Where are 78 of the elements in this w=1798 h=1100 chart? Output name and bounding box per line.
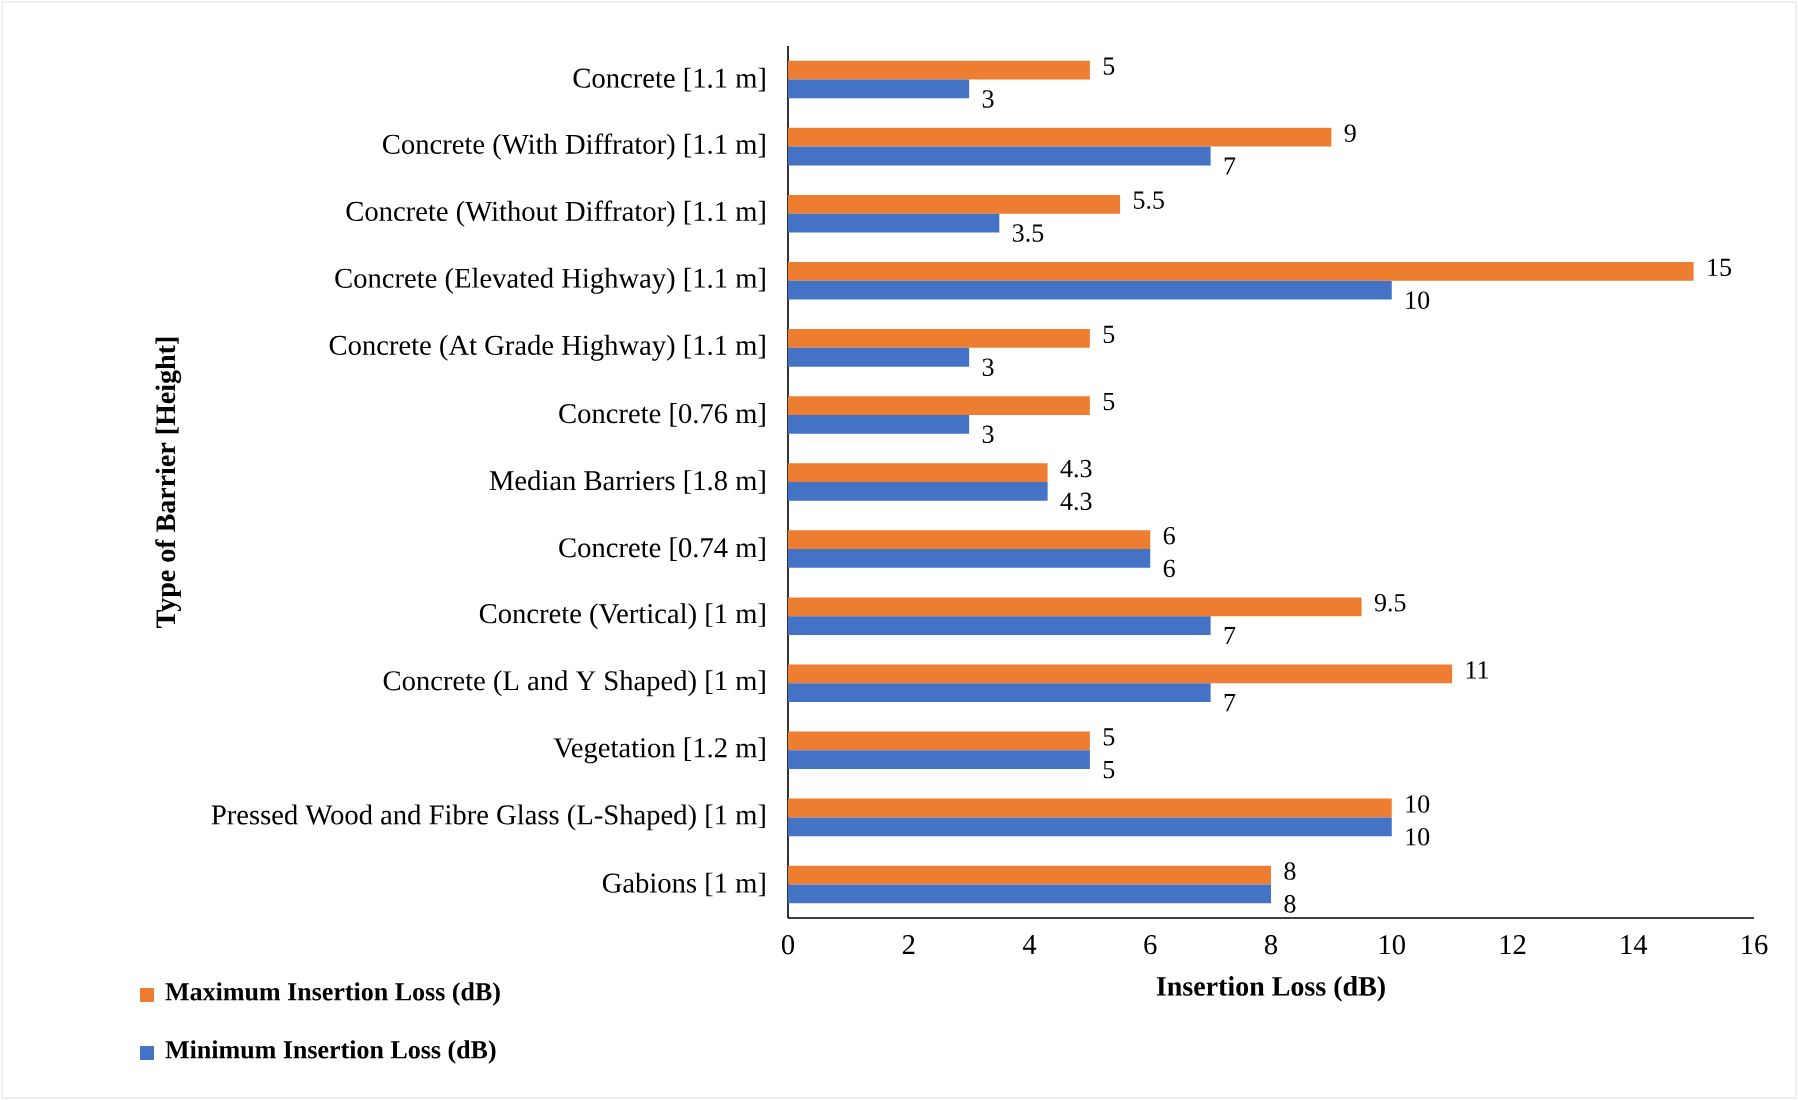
x-tick-label: 10 (1379, 935, 1405, 955)
data-label: 10 (1406, 828, 1430, 846)
bar (788, 396, 1090, 415)
data-label: 3 (982, 425, 994, 444)
data-label: 5 (1103, 761, 1115, 779)
data-label: 5 (1103, 57, 1115, 75)
data-label: 10 (1406, 795, 1430, 813)
data-label: 5 (1103, 325, 1115, 344)
data-label: 3 (982, 358, 994, 376)
data-label: 4.3 (1060, 492, 1092, 511)
x-tick-label: 12 (1500, 935, 1526, 955)
x-tick-label: 16 (1742, 935, 1768, 955)
bar (788, 597, 1362, 617)
data-label: 6 (1163, 559, 1175, 578)
data-label: 5 (1103, 728, 1115, 746)
data-label: 4.3 (1060, 459, 1092, 478)
bar (788, 463, 1048, 483)
data-label: 9 (1344, 124, 1356, 142)
data-label: 5.5 (1133, 191, 1164, 210)
bar (788, 616, 1211, 635)
bar (788, 79, 970, 99)
data-label: 10 (1406, 291, 1430, 309)
y-axis-title: Type of Barrier [Height] (155, 337, 182, 628)
bar (788, 731, 1090, 751)
bar (788, 683, 1211, 703)
y-tick-label: Concrete (Vertical) [1 m] (479, 603, 765, 630)
x-tick-label: 0 (781, 935, 795, 955)
bar (788, 262, 1694, 281)
x-axis-title: Insertion Loss (dB) (1156, 976, 1385, 1002)
data-label: 7 (1224, 694, 1236, 712)
bar (788, 798, 1392, 818)
data-label: 3 (982, 90, 994, 108)
data-label: 7 (1224, 157, 1236, 175)
y-tick-label: Concrete [1.1 m] (573, 67, 765, 92)
y-tick-label: Concrete [0.76 m] (559, 403, 765, 427)
y-tick-label: Concrete (With Diffrator) [1.1 m] (383, 133, 765, 160)
bar (788, 530, 1151, 550)
y-tick-label: Concrete (Without Diffrator) [1.1 m] (346, 200, 765, 227)
bar (788, 750, 1090, 770)
bar (788, 482, 1048, 501)
data-label: 6 (1163, 526, 1175, 545)
bar (788, 127, 1332, 147)
data-label: 15 (1708, 258, 1732, 277)
legend-label: Minimum Insertion Loss (dB) (165, 1040, 496, 1064)
y-tick-label: Concrete [0.74 m] (559, 537, 765, 561)
x-tick-label: 6 (1144, 935, 1157, 955)
data-label: 8 (1284, 862, 1296, 880)
bar (788, 213, 1000, 233)
x-tick-label: 2 (902, 935, 915, 955)
bar (788, 60, 1090, 80)
data-label: 9.5 (1374, 593, 1406, 612)
y-tick-label: Median Barriers [1.8 m] (489, 470, 765, 494)
bar (788, 414, 970, 434)
bar (788, 865, 1271, 885)
y-tick-label: Vegetation [1.2 m] (553, 737, 765, 764)
bar (788, 280, 1392, 300)
bar (788, 884, 1271, 904)
x-tick-label: 14 (1621, 935, 1648, 954)
data-label: 8 (1284, 895, 1296, 913)
bar (788, 817, 1392, 837)
bar (788, 664, 1453, 684)
y-tick-label: Concrete (Elevated Highway) [1.1 m] (335, 267, 765, 294)
bar (788, 549, 1151, 568)
legend-label: Maximum Insertion Loss (dB) (165, 982, 500, 1006)
y-tick-label: Gabions [1 m] (602, 872, 765, 897)
x-tick-label: 8 (1264, 935, 1278, 955)
data-label: 3.5 (1012, 224, 1044, 242)
y-tick-label: Concrete (At Grade Highway) [1.1 m] (329, 334, 765, 361)
y-tick-label: Pressed Wood and Fibre Glass (L-Shaped) [1 m] (211, 804, 765, 831)
bar (788, 329, 1090, 348)
data-label: 5 (1103, 392, 1115, 411)
data-label: 11 (1466, 661, 1489, 679)
x-tick-label: 4 (1022, 935, 1037, 954)
bar (788, 146, 1211, 166)
bar (788, 347, 970, 367)
y-tick-label: Concrete (L and Y Shaped) [1 m] (383, 670, 765, 697)
data-label: 7 (1224, 627, 1236, 645)
bar (788, 194, 1121, 214)
